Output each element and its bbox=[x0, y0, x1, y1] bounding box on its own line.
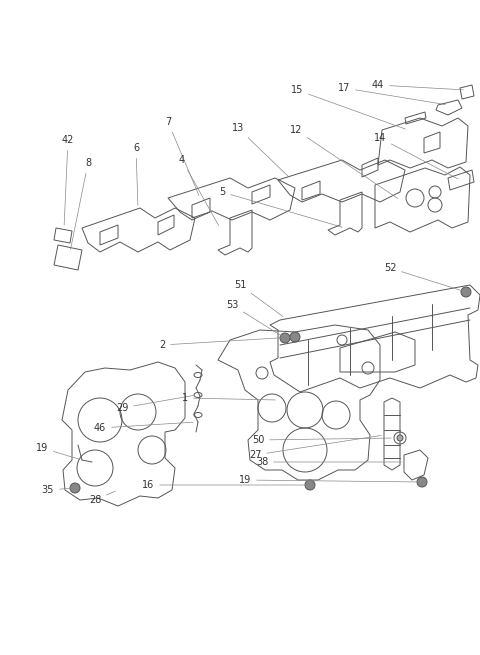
Text: 14: 14 bbox=[374, 133, 457, 179]
Circle shape bbox=[70, 483, 80, 493]
Text: 28: 28 bbox=[89, 491, 116, 505]
Circle shape bbox=[417, 477, 427, 487]
Text: 51: 51 bbox=[234, 280, 283, 316]
Text: 19: 19 bbox=[239, 475, 419, 485]
Circle shape bbox=[461, 287, 471, 297]
Text: 35: 35 bbox=[42, 485, 72, 495]
Text: 19: 19 bbox=[36, 443, 79, 459]
Circle shape bbox=[290, 332, 300, 342]
Text: 53: 53 bbox=[226, 300, 283, 337]
Text: 8: 8 bbox=[71, 158, 91, 250]
Text: 38: 38 bbox=[256, 457, 401, 467]
Text: 27: 27 bbox=[249, 436, 381, 460]
Text: 42: 42 bbox=[62, 135, 74, 225]
Circle shape bbox=[397, 435, 403, 441]
Text: 13: 13 bbox=[232, 123, 288, 176]
Text: 52: 52 bbox=[384, 263, 463, 291]
Text: 1: 1 bbox=[182, 393, 275, 403]
Text: 2: 2 bbox=[159, 337, 292, 350]
Text: 50: 50 bbox=[252, 435, 391, 445]
Circle shape bbox=[305, 480, 315, 490]
Text: 29: 29 bbox=[116, 396, 193, 413]
Circle shape bbox=[280, 333, 290, 343]
Text: 15: 15 bbox=[291, 85, 406, 129]
Text: 6: 6 bbox=[133, 143, 139, 205]
Text: 44: 44 bbox=[372, 80, 463, 90]
Text: 5: 5 bbox=[219, 187, 342, 227]
Text: 17: 17 bbox=[338, 83, 445, 105]
Text: 4: 4 bbox=[179, 155, 219, 225]
Text: 46: 46 bbox=[94, 422, 193, 433]
Text: 7: 7 bbox=[165, 117, 199, 195]
Text: 16: 16 bbox=[142, 480, 307, 490]
Text: 12: 12 bbox=[290, 125, 398, 198]
